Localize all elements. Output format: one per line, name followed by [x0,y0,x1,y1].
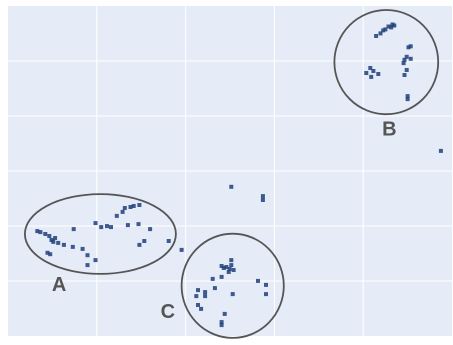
cluster-label-a: A [52,274,66,296]
cluster-ellipse-a [24,193,177,275]
data-point [148,227,153,232]
data-point [369,74,374,79]
data-point [196,303,200,307]
data-point [93,258,98,263]
data-point [122,206,127,210]
data-point [70,244,75,249]
data-point [222,311,227,316]
data-point [142,239,147,243]
data-point [35,229,40,234]
data-point [229,263,234,268]
data-point [45,250,50,255]
data-point [105,224,109,229]
data-point [405,97,410,102]
data-point [219,274,224,279]
data-point [80,246,85,251]
data-point [229,184,234,189]
data-point [405,94,410,99]
data-point [371,69,376,73]
data-point [438,148,443,153]
data-point [404,68,409,72]
data-point [260,198,265,202]
data-point [85,263,90,268]
data-point [203,294,208,299]
data-point [383,27,388,32]
data-point [114,213,119,218]
data-point [376,72,381,76]
data-point [212,286,217,291]
data-point [38,230,43,235]
data-point [402,57,407,62]
data-point [230,292,235,297]
data-point [53,236,58,240]
grid-lines [8,6,452,336]
data-point [386,24,391,29]
data-point [203,290,208,295]
data-point [194,294,199,299]
data-point [125,223,130,228]
data-point [179,247,184,252]
data-point [51,239,56,244]
data-point [224,265,229,269]
data-point [131,204,136,208]
data-point [401,61,406,66]
data-point [402,73,407,77]
data-point [210,276,215,281]
data-points [35,22,443,328]
data-point [364,71,369,75]
cluster-labels: A B C [52,118,397,323]
data-point [404,54,409,59]
data-point [381,28,386,33]
data-point [47,234,52,238]
data-point [260,194,265,199]
data-point [196,288,200,293]
data-point [219,320,224,325]
data-point [85,253,90,258]
data-point [219,264,224,268]
data-point [128,205,133,209]
data-point [61,242,66,247]
data-point [48,252,53,257]
data-point [166,239,171,243]
cluster-ellipse-b [333,9,440,116]
cluster-ellipses [24,9,440,339]
cluster-label-b: B [382,118,396,140]
data-point [221,266,226,270]
data-point [99,225,104,230]
data-point [408,56,413,61]
data-point [227,267,232,271]
data-point [264,282,268,287]
data-point [231,268,236,272]
data-point [137,242,142,247]
data-point [392,23,397,28]
cluster-ellipse-c [180,232,285,339]
data-point [109,225,113,230]
data-point [368,66,373,70]
data-point [43,232,48,236]
data-point [71,227,76,232]
data-point [374,34,379,38]
data-point [226,270,231,274]
data-point [389,25,394,30]
data-point [408,44,413,49]
data-point [219,323,224,328]
data-point [56,240,61,245]
data-point [120,209,125,214]
data-point [229,258,234,263]
data-point [406,45,411,50]
cluster-label-c: C [161,301,175,323]
data-point [136,222,141,227]
data-point [137,203,142,207]
data-point [264,292,268,297]
data-point [256,278,260,283]
data-point [93,221,98,226]
data-point [199,306,204,311]
data-point [378,31,383,36]
